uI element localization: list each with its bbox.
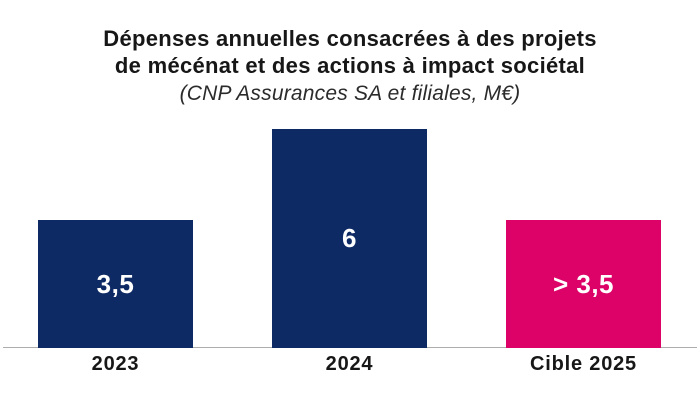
- chart-title-line2: de mécénat et des actions à impact socié…: [0, 52, 700, 79]
- bar-2024: 6: [272, 129, 427, 348]
- axis-label-2024: 2024: [272, 353, 427, 376]
- bar-2024-value-label: 6: [342, 223, 357, 254]
- axis-label-cible-2025: Cible 2025: [506, 353, 661, 376]
- axis-label-2023: 2023: [38, 353, 193, 376]
- chart-canvas: Dépenses annuelles consacrées à des proj…: [0, 0, 700, 400]
- chart-title: Dépenses annuelles consacrées à des proj…: [0, 25, 700, 79]
- bar-cible-2025-value-label: > 3,5: [553, 269, 614, 300]
- chart-subtitle: (CNP Assurances SA et filiales, M€): [0, 82, 700, 106]
- bar-cible-2025: > 3,5: [506, 220, 661, 348]
- bar-2023: 3,5: [38, 220, 193, 348]
- chart-title-line1: Dépenses annuelles consacrées à des proj…: [0, 25, 700, 52]
- bar-2023-value-label: 3,5: [97, 269, 135, 300]
